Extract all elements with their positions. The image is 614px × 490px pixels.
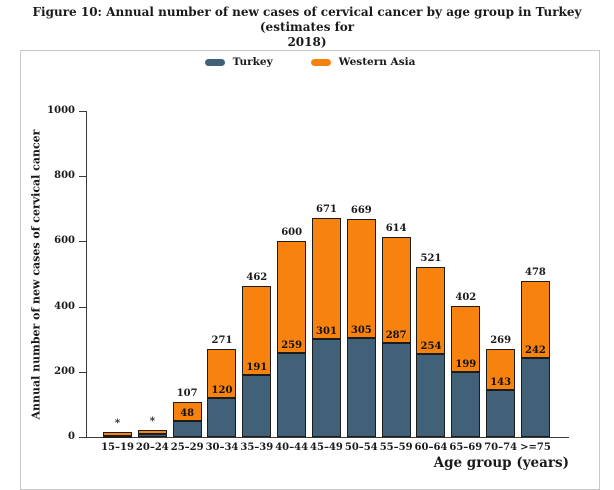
y-tick-mark	[79, 306, 86, 308]
legend-swatch-icon	[204, 58, 225, 66]
bar-segment-western-asia	[346, 218, 376, 338]
bar-segment-turkey	[242, 374, 272, 437]
y-tick-mark	[79, 241, 86, 243]
legend-label: Turkey	[232, 56, 273, 68]
bar-segment-western-asia	[381, 236, 411, 344]
x-tick-label: 40–44	[275, 442, 309, 453]
y-axis-line	[86, 111, 87, 438]
bar-segment-western-asia	[137, 429, 167, 435]
bar-segment-turkey	[207, 397, 237, 437]
x-tick-label: 50–54	[344, 442, 378, 453]
bar-total-label: 269	[490, 335, 512, 347]
bar-segment-turkey	[311, 338, 341, 437]
bar-segment-turkey	[103, 436, 132, 439]
x-tick-label: 30–34	[205, 442, 239, 453]
bar-total-label: 521	[420, 253, 442, 265]
x-axis-title: Age group (years)	[433, 455, 569, 471]
bar-turkey-value-label: 242	[525, 345, 546, 357]
bar-segment-turkey	[277, 352, 307, 437]
y-tick-label: 400	[54, 300, 75, 312]
bar-segment-turkey	[451, 372, 481, 437]
y-tick-label: 800	[54, 170, 75, 182]
bar-turkey-value-label: 301	[316, 325, 337, 337]
bar-turkey-value-label: 143	[490, 377, 512, 389]
x-tick-label: 45–49	[310, 442, 343, 453]
figure-caption-line1: Figure 10: Annual number of new cases of…	[32, 5, 582, 34]
x-tick-label: 65–69	[449, 442, 483, 453]
x-tick-label: 20–24	[135, 442, 169, 453]
chart-panel: Turkey Western Asia 0 200 400 600 800 1000 * 15–…	[20, 50, 600, 490]
y-tick-mark	[79, 111, 86, 112]
bar-total-label: 462	[246, 272, 268, 284]
bar-total-label: 271	[211, 334, 233, 346]
bar-turkey-value-label: 287	[385, 330, 407, 342]
bar-total-label: 614	[385, 222, 407, 234]
x-tick-label: 35–39	[240, 442, 274, 453]
figure-caption-line2: 2018)	[287, 35, 327, 49]
bar-total-label: 669	[350, 204, 372, 216]
bar-turkey-value-label: 48	[180, 408, 195, 420]
bar-segment-turkey	[381, 343, 411, 437]
bar-total-label: 478	[525, 267, 546, 279]
bar-segment-western-asia	[172, 402, 202, 422]
bar-total-label: *	[114, 418, 121, 430]
bar-total-label: 402	[455, 291, 477, 303]
x-tick-label: 15–19	[101, 442, 134, 453]
y-tick-mark	[79, 371, 86, 373]
legend-label: Western Asia	[338, 56, 416, 68]
legend: Turkey Western Asia	[21, 56, 599, 68]
bar-segment-western-asia	[277, 241, 307, 353]
x-axis-line	[86, 437, 569, 438]
bar-turkey-value-label: 199	[455, 359, 477, 371]
bar-total-label: 600	[281, 227, 303, 239]
y-tick-mark	[79, 437, 86, 438]
x-tick-label: 60–64	[414, 442, 448, 453]
x-tick-label: 25–29	[170, 442, 204, 453]
bar-total-label: 107	[176, 388, 198, 400]
bar-segment-turkey	[346, 337, 376, 437]
y-tick-label: 0	[68, 431, 75, 442]
bar-segment-turkey	[416, 354, 446, 437]
x-tick-label: 70–74	[484, 442, 518, 453]
bar-segment-western-asia	[207, 348, 237, 398]
bar-segment-western-asia	[486, 349, 516, 391]
figure-caption: Figure 10: Annual number of new cases of…	[0, 5, 614, 50]
bar-segment-western-asia	[451, 305, 481, 373]
y-tick-label: 600	[54, 235, 75, 247]
bar-turkey-value-label: 191	[246, 361, 268, 373]
bar-segment-turkey	[520, 358, 550, 437]
bar-total-label: *	[149, 415, 155, 427]
bar-turkey-value-label: 254	[420, 341, 442, 353]
bar-segment-western-asia	[242, 286, 272, 375]
bar-segment-western-asia	[311, 218, 341, 339]
legend-item: Turkey	[204, 56, 273, 68]
bar-segment-western-asia	[416, 267, 446, 355]
bar-segment-turkey	[172, 421, 202, 437]
bar-segment-western-asia	[520, 281, 550, 359]
bar-turkey-value-label: 305	[350, 324, 372, 336]
x-tick-label: 55–59	[379, 442, 413, 453]
bar-segment-western-asia	[103, 432, 132, 437]
y-axis-title: Annual number of new cases of cervical c…	[29, 129, 43, 420]
y-tick-label: 1000	[47, 105, 75, 116]
legend-swatch-icon	[310, 58, 331, 66]
bar-turkey-value-label: 120	[211, 384, 233, 396]
bar-segment-turkey	[137, 434, 167, 437]
bar-segment-turkey	[486, 390, 516, 437]
legend-item: Western Asia	[310, 56, 416, 68]
bar-total-label: 671	[316, 204, 337, 216]
y-tick-label: 200	[54, 365, 75, 377]
bar-turkey-value-label: 259	[281, 339, 303, 351]
y-tick-mark	[79, 176, 86, 178]
x-tick-label: >=75	[520, 442, 551, 453]
